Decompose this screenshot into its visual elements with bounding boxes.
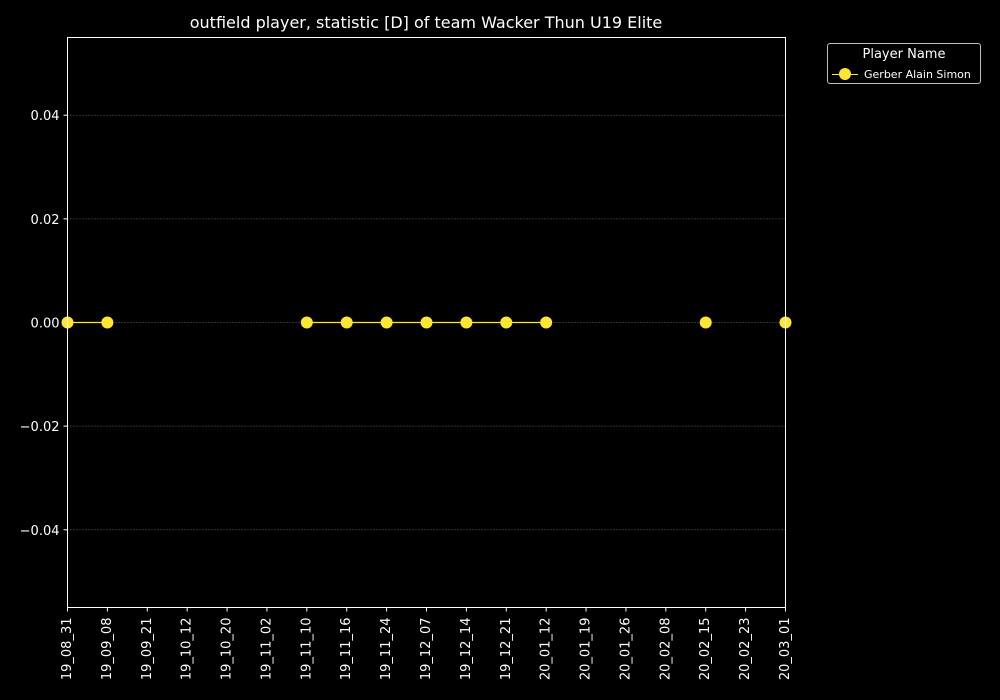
data-point (380, 316, 393, 329)
x-tick-label: 20_02_23 (738, 618, 753, 681)
x-tick-label: 19_11_10 (299, 618, 314, 681)
x-tick-label: 19_11_16 (339, 618, 354, 681)
x-tick-label: 19_09_08 (100, 618, 115, 681)
x-tick-label: 20_01_19 (579, 618, 594, 681)
data-point (460, 316, 473, 329)
data-point (420, 316, 433, 329)
series-layer (61, 316, 792, 329)
x-tick-label: 20_02_15 (698, 618, 713, 681)
x-tick-label: 19_11_24 (379, 618, 394, 681)
data-point (500, 316, 513, 329)
x-tick-label: 19_10_12 (180, 618, 195, 681)
y-tick-label: 0.04 (31, 109, 60, 124)
chart-title: outfield player, statistic [D] of team W… (190, 13, 663, 32)
x-tick-label: 19_12_21 (499, 618, 514, 681)
y-tick-label: 0.00 (31, 317, 60, 332)
x-tick-label: 19_10_20 (220, 618, 235, 681)
legend-dot-marker (839, 67, 851, 80)
legend-entry: Gerber Alain Simon (832, 66, 971, 82)
data-point (340, 316, 353, 329)
x-tick-label: 19_09_21 (140, 618, 155, 681)
y-tick-label: −0.02 (20, 420, 60, 435)
legend-title: Player Name (862, 47, 946, 62)
x-tick-label: 20_01_26 (618, 618, 633, 681)
data-point (699, 316, 712, 329)
y-tick-label: −0.04 (20, 524, 60, 539)
x-tick-label: 20_03_01 (778, 618, 793, 681)
x-tick-label: 19_12_07 (419, 618, 434, 681)
y-axis-ticks: −0.04 −0.02 0.00 0.02 0.04 (20, 109, 68, 539)
data-point (101, 316, 114, 329)
legend: Player Name Gerber Alain Simon (827, 43, 981, 84)
x-tick-label: 19_08_31 (60, 618, 75, 681)
plot-frame (67, 37, 786, 608)
legend-line-marker (832, 67, 858, 80)
x-tick-label: 19_11_02 (259, 618, 274, 681)
x-tick-label: 20_02_08 (658, 618, 673, 681)
data-point (540, 316, 553, 329)
y-tick-label: 0.02 (31, 213, 60, 228)
x-tick-label: 20_01_12 (539, 618, 554, 681)
data-point (300, 316, 313, 329)
x-tick-label: 19_12_14 (459, 618, 474, 681)
legend-label: Gerber Alain Simon (864, 67, 971, 81)
x-axis-ticks: 19_08_31 19_09_08 19_09_21 19_10_12 19_10_20… (60, 607, 793, 681)
